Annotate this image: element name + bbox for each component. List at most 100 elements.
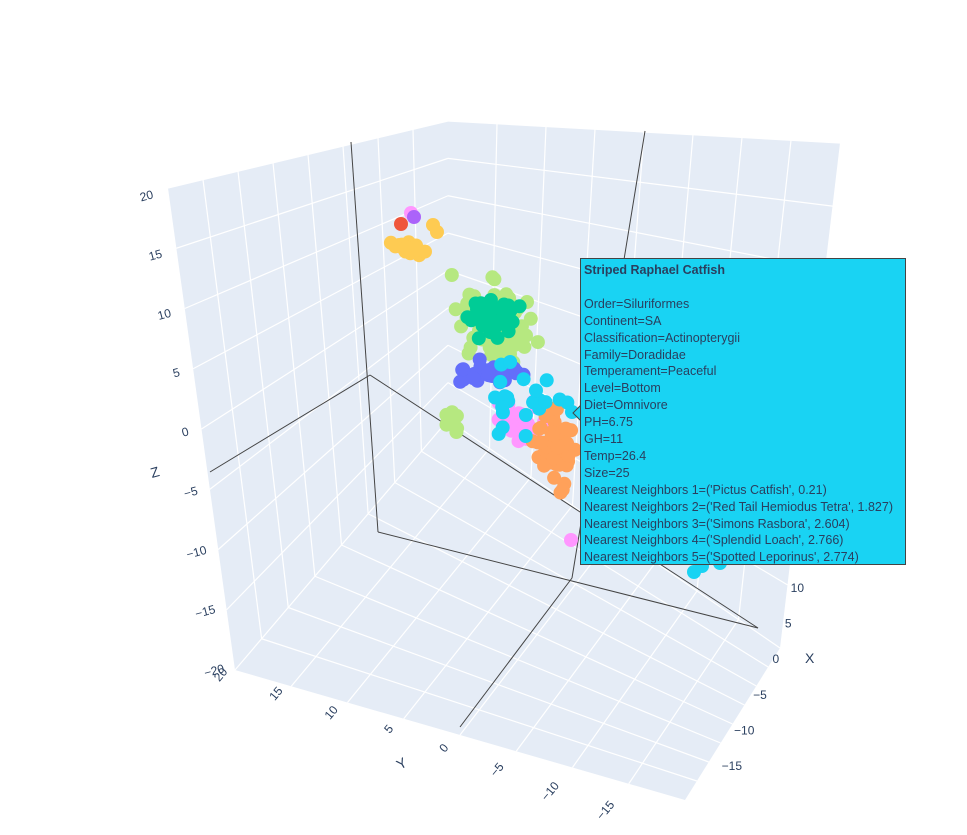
y-tick-label: −10 <box>538 779 562 804</box>
data-point[interactable] <box>539 373 554 388</box>
data-point[interactable] <box>466 371 481 386</box>
data-point[interactable] <box>472 352 487 367</box>
z-tick-label: −10 <box>185 543 209 562</box>
tooltip-row: Size=25 <box>584 465 630 480</box>
gridline <box>237 171 289 608</box>
y-tick-label: 0 <box>436 741 451 755</box>
z-tick-label: 0 <box>180 424 190 439</box>
hover-tooltip: Striped Raphael Catfish Order=Siluriform… <box>580 258 906 565</box>
x-axis-title: X <box>805 650 815 666</box>
tooltip-title: Striped Raphael Catfish <box>584 263 725 277</box>
data-point[interactable] <box>456 362 471 377</box>
data-point[interactable] <box>383 235 398 250</box>
tooltip-row: Nearest Neighbors 1=('Pictus Catfish', 0… <box>584 482 827 497</box>
data-point[interactable] <box>503 355 518 369</box>
tooltip-row: Classification=Actinopterygii <box>584 330 740 345</box>
data-point[interactable] <box>533 420 548 435</box>
gridline <box>459 533 615 736</box>
gridline <box>394 481 757 687</box>
tooltip-row: Order=Siluriformes <box>584 296 690 311</box>
y-tick-label: 10 <box>322 703 342 722</box>
data-point[interactable] <box>485 270 500 285</box>
data-point[interactable] <box>443 415 458 430</box>
data-point[interactable] <box>537 458 552 473</box>
gridline <box>202 179 263 639</box>
gridline <box>377 137 396 483</box>
data-point[interactable] <box>407 210 421 224</box>
tooltip-row: Continent=SA <box>584 313 662 328</box>
data-point[interactable] <box>518 429 533 443</box>
tooltip-row: Temp=26.4 <box>584 448 647 463</box>
x-tick-labels: −15 −10 −5 0 5 10 <box>722 581 805 773</box>
tooltip-row: PH=6.75 <box>584 415 633 430</box>
data-point[interactable] <box>530 335 545 350</box>
tooltip-row: Temperament=Peaceful <box>584 364 717 379</box>
data-point[interactable] <box>546 451 561 466</box>
data-point[interactable] <box>481 366 496 380</box>
data-point[interactable] <box>482 306 497 321</box>
data-point[interactable] <box>534 435 549 450</box>
tooltip-row: Nearest Neighbors 2=('Red Tail Hemiodus … <box>584 499 893 514</box>
data-point[interactable] <box>493 311 508 326</box>
data-point[interactable] <box>516 372 531 387</box>
y-tick-label: −15 <box>593 798 617 823</box>
data-point[interactable] <box>471 331 486 346</box>
data-point[interactable] <box>495 400 510 414</box>
z-tick-label: −15 <box>194 602 218 621</box>
data-point[interactable] <box>501 324 516 339</box>
tooltip-row: Diet=Omnivore <box>584 398 668 413</box>
data-point[interactable] <box>448 302 463 317</box>
data-point[interactable] <box>550 440 565 455</box>
z-pane-back-left <box>168 121 448 670</box>
data-point[interactable] <box>526 395 541 410</box>
y-axis-title: Y <box>394 754 411 773</box>
data-point[interactable] <box>558 421 573 436</box>
data-point[interactable] <box>538 395 553 410</box>
data-point[interactable] <box>555 482 570 497</box>
tooltip-row: Nearest Neighbors 5=('Spotted Leporinus'… <box>584 550 859 565</box>
y-tick-label: 5 <box>381 722 396 736</box>
x-tick-label: 0 <box>773 652 780 666</box>
data-point[interactable] <box>497 389 512 404</box>
data-point[interactable] <box>547 470 562 485</box>
tooltip-row: GH=11 <box>584 432 624 447</box>
data-point[interactable] <box>394 217 408 231</box>
data-point[interactable] <box>444 268 459 282</box>
x-tick-label: −15 <box>722 759 743 773</box>
y-tick-label: −5 <box>487 760 507 780</box>
data-point[interactable] <box>430 225 444 239</box>
x-tick-label: 5 <box>785 617 792 631</box>
z-tick-label: 10 <box>156 306 173 323</box>
z-tick-label: −20 <box>202 661 226 680</box>
data-point[interactable] <box>484 347 499 362</box>
data-points[interactable] <box>383 206 727 579</box>
data-point[interactable] <box>561 448 576 463</box>
data-point[interactable] <box>418 244 432 259</box>
x-tick-label: −5 <box>753 688 767 702</box>
data-point[interactable] <box>564 533 578 547</box>
tooltip-spacer <box>584 279 902 296</box>
gridline <box>628 619 739 785</box>
data-point[interactable] <box>463 340 478 355</box>
x-tick-label: 10 <box>791 581 805 595</box>
tooltip-row: Nearest Neighbors 4=('Splendid Loach', 2… <box>584 533 844 548</box>
tooltip-row: Nearest Neighbors 3=('Simons Rasbora', 2… <box>584 516 850 531</box>
data-point[interactable] <box>399 240 414 255</box>
z-tick-label: 20 <box>138 187 155 204</box>
z-axis-title: Z <box>149 463 162 481</box>
data-point[interactable] <box>482 317 496 332</box>
data-point[interactable] <box>529 383 543 398</box>
tooltip-rows: Order=Siluriformes Continent=SA Classifica… <box>584 296 902 567</box>
data-point[interactable] <box>493 374 508 389</box>
data-point[interactable] <box>495 420 510 435</box>
data-point[interactable] <box>460 310 475 325</box>
tooltip-row: Level=Bottom <box>584 381 661 396</box>
y-tick-label: 15 <box>266 684 286 703</box>
gridline <box>307 154 343 546</box>
z-tick-label: 15 <box>147 247 164 264</box>
data-point[interactable] <box>518 408 533 422</box>
gridline <box>530 126 547 478</box>
data-point[interactable] <box>483 293 498 307</box>
gridline <box>515 562 656 752</box>
data-point[interactable] <box>512 299 527 314</box>
